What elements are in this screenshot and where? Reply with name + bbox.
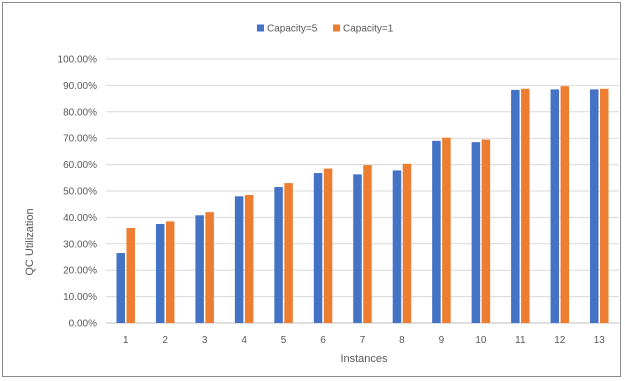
x-tick-label: 12: [554, 335, 566, 346]
bar-capacity-1-9: [442, 137, 451, 323]
chart-frame: Capacity=5 Capacity=1 0.00% 10.00% 20.00% 30…: [2, 2, 621, 377]
bar-capacity-1-4: [244, 194, 254, 323]
x-tick-label: 3: [202, 335, 208, 346]
bar-capacity-1-11: [521, 88, 530, 323]
bar-capacity-5-12: [550, 89, 560, 323]
gridlines: [106, 58, 619, 324]
y-tick-label: 70.00%: [63, 134, 97, 145]
bar-capacity-1-12: [560, 86, 570, 323]
x-tick-label: 2: [162, 335, 168, 346]
y-tick-label: 90.00%: [63, 81, 97, 92]
bar-capacity-5-4: [234, 196, 244, 323]
legend: Capacity=5 Capacity=1: [257, 24, 394, 35]
legend-label: Capacity=1: [343, 24, 394, 35]
bar-capacity-5-5: [274, 187, 283, 323]
y-tick-label: 80.00%: [63, 107, 97, 118]
bar-capacity-5-10: [471, 142, 481, 323]
bar-capacity-1-3: [205, 212, 214, 323]
y-tick-label: 50.00%: [63, 187, 97, 198]
y-tick-label: 20.00%: [63, 266, 97, 277]
x-tick-label: 7: [360, 335, 366, 346]
x-tick-label: 11: [515, 335, 526, 346]
bar-capacity-5-9: [432, 140, 441, 323]
x-tick-label: 8: [399, 335, 405, 346]
y-tick-label: 60.00%: [63, 160, 97, 171]
bar-capacity-5-13: [590, 89, 599, 323]
bar-capacity-1-1: [126, 227, 135, 323]
bar-capacity-1-10: [481, 139, 491, 323]
bar-capacity-5-3: [195, 215, 204, 323]
bar-capacity-5-6: [313, 173, 323, 323]
x-tick-label: 4: [241, 335, 247, 346]
bar-capacity-5-1: [116, 253, 125, 323]
y-axis-ticks: 0.00% 10.00% 20.00% 30.00% 40.00% 50.00% 60.00…: [58, 55, 98, 330]
legend-swatch: [333, 24, 340, 32]
bar-capacity-5-11: [511, 89, 520, 323]
legend-swatch: [257, 24, 264, 32]
x-tick-label: 5: [281, 335, 287, 346]
bars: [116, 86, 609, 323]
x-axis-title: Instances: [340, 353, 388, 365]
bar-capacity-5-8: [392, 170, 402, 323]
bar-chart: Capacity=5 Capacity=1 0.00%10.00%20.00%30…: [24, 24, 619, 365]
y-tick-label: 10.00%: [63, 292, 97, 303]
bar-capacity-1-2: [165, 221, 175, 323]
x-tick-label: 13: [594, 335, 606, 346]
bar-capacity-1-13: [600, 88, 609, 323]
bar-capacity-5-2: [155, 224, 165, 323]
y-tick-label: 100.00%: [58, 55, 98, 66]
bar-capacity-1-7: [363, 165, 372, 323]
bar-capacity-1-6: [323, 168, 333, 323]
x-axis-ticks: 1 2 3 4 5 6 7 8 9 10 11 12 13: [123, 335, 605, 346]
y-tick-label: 30.00%: [63, 239, 97, 250]
bar-capacity-5-7: [353, 174, 362, 323]
x-tick-label: 6: [320, 335, 326, 346]
bar-capacity-1-8: [402, 163, 412, 323]
x-tick-label: 1: [123, 335, 129, 346]
y-tick-label: 0.00%: [69, 319, 97, 330]
x-tick-label: 9: [439, 335, 445, 346]
y-axis-title: QC Utilization: [24, 208, 36, 275]
y-tick-label: 40.00%: [63, 213, 97, 224]
x-tick-label: 10: [475, 335, 487, 346]
bar-capacity-1-5: [284, 183, 293, 323]
legend-label: Capacity=5: [267, 24, 318, 35]
